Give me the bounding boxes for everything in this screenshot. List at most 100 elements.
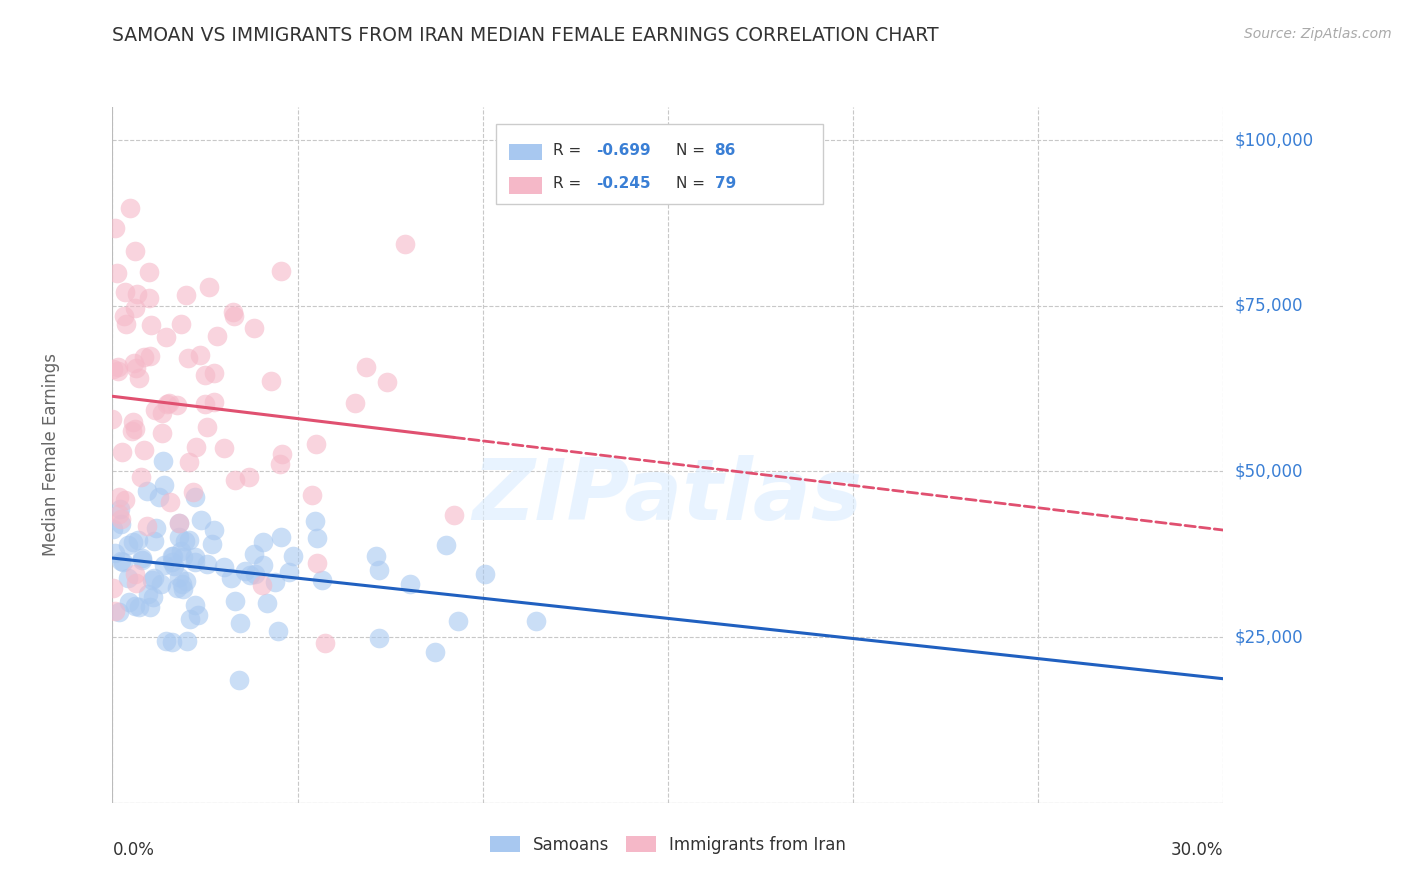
Samoans <box>153 478 176 492</box>
Samoans <box>163 559 186 574</box>
Immigrants from Iran <box>114 285 136 300</box>
Text: $50,000: $50,000 <box>1234 462 1303 481</box>
Immigrants from Iran <box>141 318 163 332</box>
Samoans <box>364 549 387 564</box>
Immigrants from Iran <box>157 396 180 410</box>
Samoans <box>117 538 139 552</box>
Samoans <box>187 608 209 623</box>
Bar <box>509 178 543 194</box>
Immigrants from Iran <box>110 512 132 526</box>
Immigrants from Iran <box>107 364 129 378</box>
Samoans <box>447 614 470 628</box>
Samoans <box>127 533 149 547</box>
Samoans <box>160 549 183 563</box>
Samoans <box>110 554 132 568</box>
Samoans <box>138 587 160 601</box>
Immigrants from Iran <box>195 420 218 434</box>
Samoans <box>283 549 305 564</box>
Immigrants from Iran <box>238 469 260 483</box>
Immigrants from Iran <box>111 445 134 459</box>
Text: $100,000: $100,000 <box>1234 131 1313 149</box>
Immigrants from Iran <box>170 317 193 331</box>
Samoans <box>112 555 135 569</box>
Samoans <box>145 521 167 535</box>
Samoans <box>233 564 256 578</box>
Samoans <box>524 614 547 628</box>
Samoans <box>201 537 224 551</box>
Immigrants from Iran <box>132 442 155 457</box>
Text: R =: R = <box>554 176 586 191</box>
Samoans <box>176 634 198 648</box>
Samoans <box>252 558 274 572</box>
Samoans <box>270 530 292 544</box>
Immigrants from Iran <box>121 424 143 438</box>
Samoans <box>434 538 457 552</box>
Text: N =: N = <box>676 176 710 191</box>
Samoans <box>131 553 153 567</box>
Samoans <box>139 600 162 615</box>
Immigrants from Iran <box>150 425 173 440</box>
Immigrants from Iran <box>131 470 153 484</box>
Text: 79: 79 <box>714 176 735 191</box>
Samoans <box>184 555 207 569</box>
Text: 0.0%: 0.0% <box>112 841 155 859</box>
Immigrants from Iran <box>104 221 127 235</box>
Samoans <box>173 534 195 549</box>
Samoans <box>183 550 205 565</box>
Samoans <box>155 634 177 648</box>
Bar <box>509 144 543 161</box>
Immigrants from Iran <box>114 492 136 507</box>
Samoans <box>148 490 170 504</box>
Immigrants from Iran <box>128 371 150 385</box>
Immigrants from Iran <box>124 576 146 591</box>
Samoans <box>162 549 184 564</box>
Immigrants from Iran <box>250 578 273 592</box>
Samoans <box>307 531 329 545</box>
Samoans <box>136 483 159 498</box>
Immigrants from Iran <box>150 407 173 421</box>
Samoans <box>166 581 188 595</box>
Immigrants from Iran <box>260 374 283 388</box>
Immigrants from Iran <box>108 490 131 504</box>
Samoans <box>117 571 139 585</box>
Samoans <box>118 595 141 609</box>
Immigrants from Iran <box>101 411 124 425</box>
Immigrants from Iran <box>314 636 336 650</box>
Immigrants from Iran <box>177 351 200 365</box>
Immigrants from Iran <box>115 318 138 332</box>
Samoans <box>124 599 146 614</box>
Immigrants from Iran <box>112 310 135 324</box>
Samoans <box>474 567 496 582</box>
Samoans <box>153 558 176 573</box>
Samoans <box>256 596 278 610</box>
Immigrants from Iran <box>159 495 181 509</box>
Immigrants from Iran <box>122 416 145 430</box>
Samoans <box>169 570 191 584</box>
Immigrants from Iran <box>139 349 162 363</box>
Immigrants from Iran <box>124 244 146 259</box>
Immigrants from Iran <box>156 397 179 411</box>
Immigrants from Iran <box>143 402 166 417</box>
Samoans <box>195 557 218 571</box>
Text: -0.699: -0.699 <box>596 143 651 158</box>
Samoans <box>169 516 191 530</box>
Legend: Samoans, Immigrants from Iran: Samoans, Immigrants from Iran <box>482 830 853 861</box>
Samoans <box>245 567 267 582</box>
Text: N =: N = <box>676 143 710 158</box>
Samoans <box>176 574 198 588</box>
Immigrants from Iran <box>184 440 207 454</box>
Samoans <box>423 644 446 658</box>
Immigrants from Iran <box>270 263 292 277</box>
Text: Median Female Earnings: Median Female Earnings <box>42 353 60 557</box>
Samoans <box>212 560 235 574</box>
Immigrants from Iran <box>205 329 228 343</box>
Immigrants from Iran <box>136 519 159 533</box>
Immigrants from Iran <box>270 447 292 461</box>
Immigrants from Iran <box>125 361 148 376</box>
Text: Source: ZipAtlas.com: Source: ZipAtlas.com <box>1244 27 1392 41</box>
Samoans <box>202 524 225 538</box>
Samoans <box>190 513 212 527</box>
Samoans <box>143 534 166 549</box>
Immigrants from Iran <box>125 287 148 301</box>
Text: ZIPatlas: ZIPatlas <box>472 455 863 538</box>
